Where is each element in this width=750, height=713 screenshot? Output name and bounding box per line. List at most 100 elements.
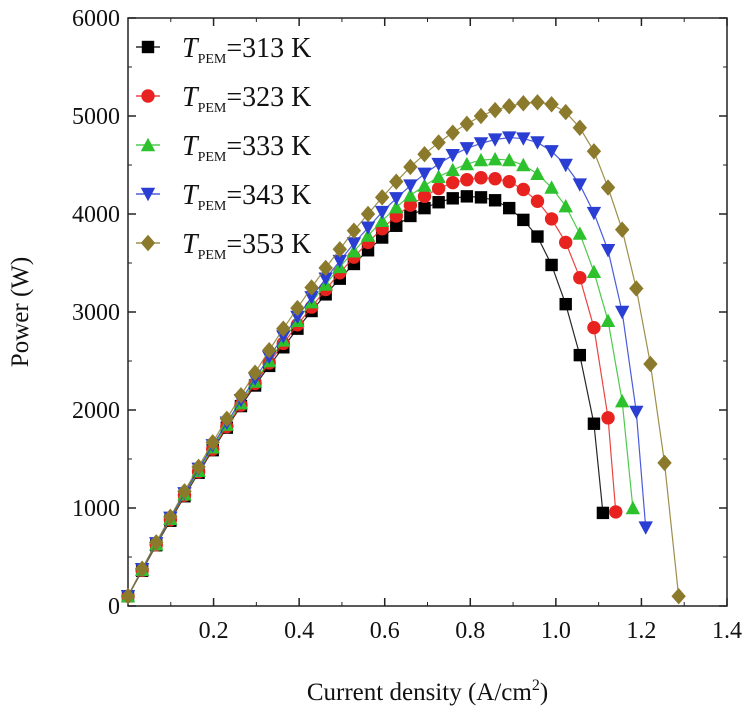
series-2 [120,151,641,603]
data-point [304,291,319,305]
y-tick-label: 6000 [72,6,120,32]
data-point [487,151,503,166]
y-tick-label: 4000 [72,202,120,228]
x-tick-label: 1.4 [712,618,742,644]
data-point [544,212,559,226]
data-point [601,411,615,425]
legend-subscript: PEM [198,52,227,67]
data-point [261,342,277,359]
data-point [431,134,446,151]
data-point [530,94,545,111]
data-point [417,146,432,163]
data-point [149,534,164,551]
data-point [474,171,488,185]
data-point [502,152,517,167]
data-point [558,198,573,213]
data-point [614,305,630,320]
data-point [614,221,630,238]
data-point [389,199,404,214]
data-point [473,107,489,125]
data-point [390,219,403,232]
data-point [445,124,460,141]
data-point [503,201,516,215]
data-point [544,180,559,194]
data-point [417,178,432,192]
x-tick-label: 1.0 [541,618,571,644]
data-point [638,521,653,535]
legend-item: TPEM=323 K [136,82,311,116]
legend-marker [141,89,155,103]
data-point [572,178,588,192]
data-point [517,213,530,227]
legend-symbol: T [182,33,200,64]
data-point [318,272,333,286]
data-point [120,588,136,605]
data-point [502,131,517,145]
legend-name: =323 K [226,82,311,113]
data-point [516,157,531,172]
data-point [389,173,404,190]
y-tick-label: 1000 [72,496,120,522]
legend-label: TPEM=313 K [182,33,311,67]
data-point [403,188,418,202]
data-point [446,192,459,205]
data-point [488,172,502,186]
data-point [572,226,588,240]
legend-subscript: PEM [198,248,227,263]
data-point [446,175,460,190]
data-point [134,560,150,577]
data-point [432,196,445,209]
data-point [530,194,545,208]
data-point [191,458,206,476]
data-point [417,167,432,182]
data-point [516,95,531,112]
data-point [573,271,587,285]
data-point [417,189,432,204]
data-point [247,364,263,381]
data-point [657,454,672,472]
legend-label: TPEM=323 K [182,82,311,116]
data-point [219,410,235,428]
data-point [516,132,531,146]
data-point [609,505,623,519]
data-point [530,136,545,150]
data-point [403,198,418,212]
data-point [545,258,558,272]
legend-subscript: PEM [198,101,227,116]
legend-subscript: PEM [198,199,227,214]
data-point [403,179,418,193]
legend-item: TPEM=333 K [136,131,311,165]
data-point [502,174,516,189]
data-point [360,205,376,223]
data-point [643,355,658,373]
data-point [586,264,602,279]
data-point [431,181,446,196]
data-point [418,201,431,215]
data-point [374,205,390,220]
legend-marker [140,187,156,202]
data-point [233,387,249,404]
data-point [460,190,474,203]
data-point [531,230,544,243]
data-point [559,297,572,311]
data-point [587,417,601,430]
data-point [600,313,616,328]
data-point [459,142,475,156]
legend-symbol: T [182,229,200,260]
data-point [573,348,587,362]
data-point [346,222,362,239]
x-tick-label: 0.2 [199,618,229,644]
data-point [332,241,347,258]
data-point [459,115,475,133]
data-point [558,158,573,173]
data-point [374,189,390,206]
legend-label: TPEM=343 K [182,180,311,214]
data-point [177,483,192,500]
data-point [600,179,616,196]
data-point [625,500,641,515]
data-point [360,228,376,242]
data-point [346,237,362,251]
y-tick-label: 3000 [72,300,120,326]
x-axis-title: Current density (A/cm2) [307,677,548,706]
